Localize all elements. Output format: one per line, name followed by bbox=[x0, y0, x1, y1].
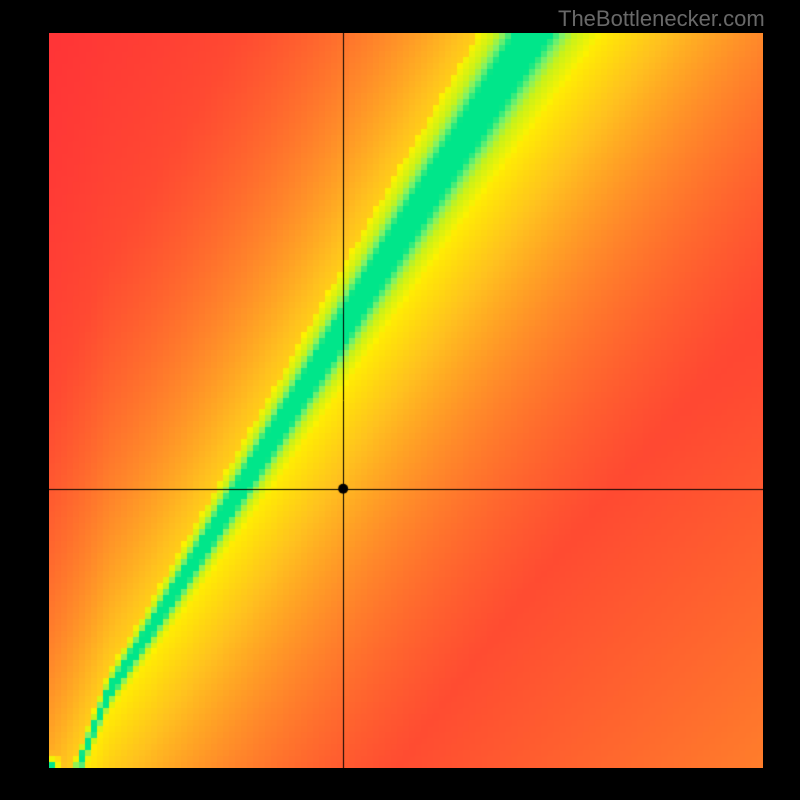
watermark-text: TheBottlenecker.com bbox=[558, 6, 765, 32]
heatmap-canvas bbox=[49, 33, 763, 768]
bottleneck-heatmap bbox=[49, 33, 763, 768]
